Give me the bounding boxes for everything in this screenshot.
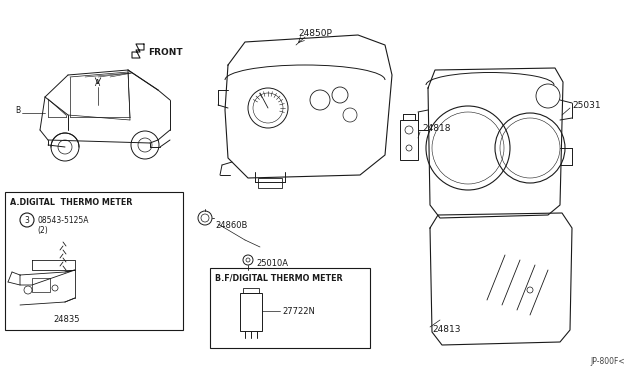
Bar bbox=[240, 293, 262, 331]
Text: 08543-5125A: 08543-5125A bbox=[37, 215, 88, 224]
Text: JP-800F<: JP-800F< bbox=[590, 357, 625, 366]
Bar bbox=[32, 278, 50, 292]
Bar bbox=[400, 120, 418, 160]
Text: 24860B: 24860B bbox=[215, 221, 248, 230]
Bar bbox=[5, 192, 183, 330]
Text: 27722N: 27722N bbox=[282, 307, 315, 315]
Bar bbox=[243, 288, 259, 293]
Text: (2): (2) bbox=[37, 225, 48, 234]
Text: 24813: 24813 bbox=[432, 326, 461, 334]
Text: B.F/DIGITAL THERMO METER: B.F/DIGITAL THERMO METER bbox=[215, 273, 342, 282]
Text: FRONT: FRONT bbox=[148, 48, 182, 57]
Text: A: A bbox=[95, 78, 100, 87]
Text: 24835: 24835 bbox=[53, 315, 79, 324]
Text: 24818: 24818 bbox=[422, 124, 451, 132]
Bar bbox=[258, 178, 282, 188]
Text: A.DIGITAL  THERMO METER: A.DIGITAL THERMO METER bbox=[10, 198, 132, 206]
Text: 3: 3 bbox=[24, 215, 29, 224]
Text: B: B bbox=[15, 106, 20, 115]
Text: 25010A: 25010A bbox=[256, 260, 288, 269]
Text: 25031: 25031 bbox=[572, 100, 600, 109]
Text: 24850P: 24850P bbox=[298, 29, 332, 38]
Bar bbox=[210, 268, 370, 348]
